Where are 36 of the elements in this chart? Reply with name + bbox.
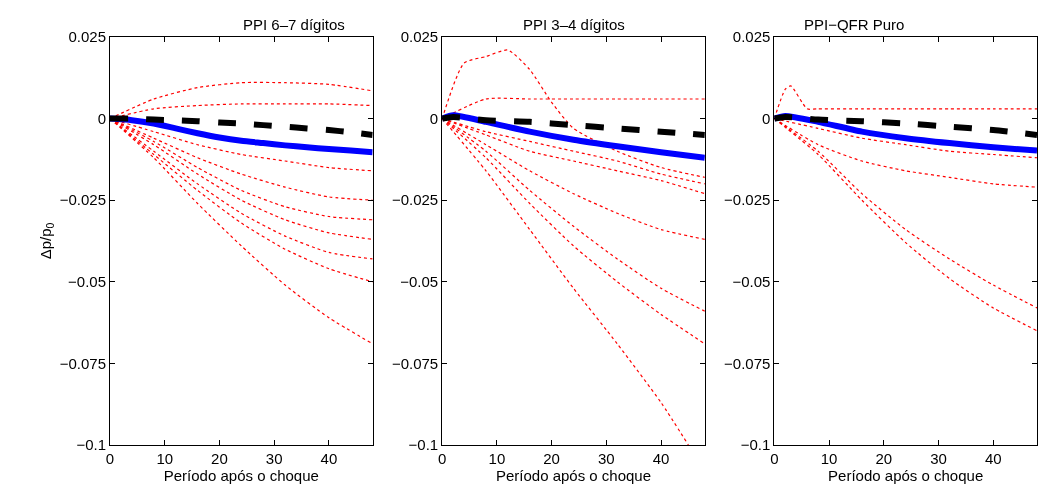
y-tick-label: −0.025	[724, 191, 771, 209]
x-tick-label: 20	[543, 450, 560, 467]
x-tick-label: 40	[652, 450, 670, 467]
x-tick-label: 10	[488, 450, 506, 467]
x-tick-label: 10	[156, 450, 174, 467]
y-tick-label: −0.075	[59, 354, 106, 372]
y-tick-label: −0.1	[76, 436, 106, 454]
y-tick-label: −0.025	[391, 191, 439, 209]
y-tick-label: −0.05	[732, 273, 771, 291]
y-tick-label: 0.025	[732, 28, 771, 46]
y-tick-label: −0.05	[68, 273, 106, 291]
y-tick-label: −0.1	[408, 436, 439, 454]
x-tick-label: 40	[984, 450, 1002, 467]
x-tick-label: 30	[597, 450, 615, 467]
y-tick-label: 0	[97, 109, 106, 127]
y-tick-label: −0.05	[400, 273, 439, 291]
x-tick-label: 30	[930, 450, 947, 467]
y-tick-label: −0.1	[740, 436, 771, 454]
y-tick-label: 0.025	[68, 28, 106, 46]
x-tick-label: 20	[875, 450, 893, 467]
chart-title: PPI 3–4 dígitos	[523, 16, 625, 33]
y-tick-label: 0.025	[400, 28, 439, 46]
y-tick-label: −0.025	[59, 191, 106, 209]
x-axis-title: Período após o choque	[828, 467, 984, 484]
x-tick-label: 20	[211, 450, 228, 467]
y-tick-label: −0.075	[724, 354, 771, 372]
chart-title: PPI−QFR Puro	[804, 16, 905, 33]
x-tick-label: 30	[265, 450, 283, 467]
x-tick-label: 40	[320, 450, 338, 467]
x-tick-label: 10	[820, 450, 838, 467]
x-axis-title: Período após o choque	[163, 467, 319, 484]
x-axis-title: Período após o choque	[495, 467, 652, 484]
y-tick-label: 0	[762, 109, 771, 127]
y-tick-label: −0.075	[391, 354, 439, 372]
chart-title: PPI 6–7 dígitos	[243, 16, 345, 33]
y-tick-label: 0	[429, 109, 439, 127]
